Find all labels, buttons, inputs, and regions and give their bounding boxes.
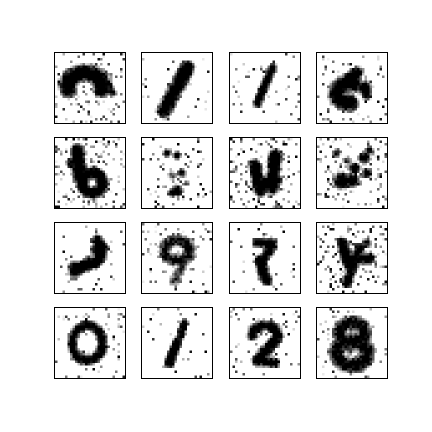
sample-image-r1c4 [317, 55, 387, 123]
sample-image-r3c3 [230, 223, 295, 293]
sample-panel-r3c4 [316, 222, 388, 294]
sample-panel-r4c4 [316, 307, 388, 379]
sample-panel-r1c4 [316, 52, 388, 124]
sample-image-r3c1 [60, 225, 125, 293]
sample-panel-r2c2 [141, 137, 213, 209]
sample-image-r4c1 [55, 308, 125, 378]
sample-image-r2c3 [230, 138, 300, 208]
sample-panel-r4c1 [54, 307, 126, 379]
sample-image-r3c4 [317, 223, 387, 293]
sample-panel-r3c1 [54, 222, 126, 294]
sample-image-r4c2 [142, 308, 210, 378]
sample-image-r2c1 [55, 138, 125, 208]
sample-panel-r3c2 [141, 222, 213, 294]
sample-image-r3c2 [142, 223, 212, 293]
sample-panel-r2c3 [229, 137, 301, 209]
sample-image-r4c4 [317, 308, 387, 378]
sample-panel-r3c3 [229, 222, 301, 294]
sample-panel-r2c1 [54, 137, 126, 209]
sample-panel-r4c2 [141, 307, 213, 379]
sample-image-r1c3 [230, 53, 300, 123]
sample-image-r2c2 [142, 138, 212, 208]
sample-panel-r1c2 [141, 52, 213, 124]
sample-panel-r1c1 [54, 52, 126, 124]
sample-panel-r1c3 [229, 52, 301, 124]
sample-panel-r2c4 [316, 137, 388, 209]
sample-image-r1c2 [142, 58, 210, 121]
sample-image-r4c3 [230, 308, 300, 376]
sample-image-r2c4 [317, 138, 387, 208]
sample-image-r1c1 [55, 53, 125, 123]
sample-panel-r4c3 [229, 307, 301, 379]
